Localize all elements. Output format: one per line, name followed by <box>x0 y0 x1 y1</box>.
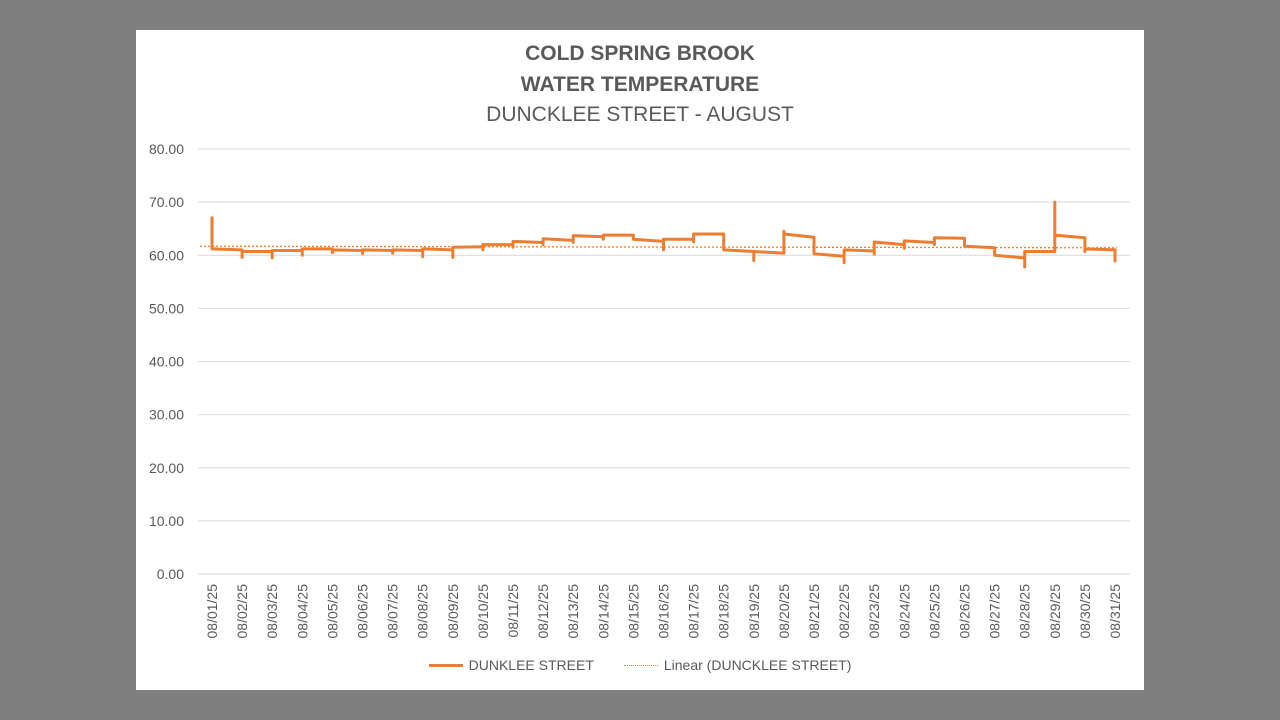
x-tick-label: 08/03/25 <box>264 584 280 639</box>
legend-item-trendline[interactable]: Linear (DUNCKLEE STREET) <box>623 657 852 673</box>
x-tick-label: 08/06/25 <box>355 584 371 639</box>
x-tick-label: 08/02/25 <box>234 584 250 639</box>
y-tick-label: 80.00 <box>149 141 184 157</box>
x-tick-label: 08/05/25 <box>324 584 340 639</box>
y-tick-label: 40.00 <box>149 354 184 370</box>
y-tick-label: 60.00 <box>149 247 184 263</box>
x-tick-label: 08/29/25 <box>1047 584 1063 639</box>
x-tick-label: 08/01/25 <box>204 584 220 639</box>
x-tick-label: 08/23/25 <box>866 584 882 639</box>
x-tick-label: 08/31/25 <box>1107 584 1123 639</box>
x-tick-label: 08/20/25 <box>776 584 792 639</box>
y-tick-label: 70.00 <box>149 194 184 210</box>
legend-label-trendline: Linear (DUNCKLEE STREET) <box>663 657 852 673</box>
plot-area: 0.00 10.00 20.00 30.00 40.00 50.00 60.00 70.00 8… <box>149 141 1130 639</box>
y-tick-label: 20.00 <box>149 460 184 476</box>
x-tick-label: 08/07/25 <box>385 584 401 639</box>
y-tick-label: 50.00 <box>149 300 184 316</box>
y-tick-label: 30.00 <box>149 407 184 423</box>
x-tick-label: 08/16/25 <box>656 584 672 639</box>
legend-swatch-series <box>428 663 463 667</box>
legend-item-series[interactable]: DUNKLEE STREET <box>428 657 594 673</box>
x-tick-label: 08/21/25 <box>806 584 822 639</box>
x-tick-label: 08/25/25 <box>926 584 942 639</box>
legend-swatch-trendline <box>623 664 658 666</box>
x-tick-label: 08/26/25 <box>957 584 973 639</box>
x-tick-label: 08/15/25 <box>625 584 641 639</box>
x-tick-label: 08/18/25 <box>716 584 732 639</box>
x-tick-label: 08/08/25 <box>415 584 431 639</box>
x-tick-label: 08/14/25 <box>595 584 611 639</box>
x-tick-label: 08/13/25 <box>565 584 581 639</box>
chart-subtitle: DUNCKLEE STREET - AUGUST <box>486 103 794 126</box>
x-tick-label: 08/04/25 <box>294 584 310 639</box>
x-tick-label: 08/24/25 <box>896 584 912 639</box>
x-tick-label: 08/11/25 <box>505 584 521 638</box>
y-tick-label: 0.00 <box>157 566 184 582</box>
x-tick-label: 08/27/25 <box>987 584 1003 639</box>
y-tick-label: 10.00 <box>149 513 184 529</box>
legend-label-series: DUNKLEE STREET <box>468 657 594 673</box>
x-tick-label: 08/19/25 <box>746 584 762 639</box>
chart-title-line-1: COLD SPRING BROOK <box>525 42 755 65</box>
x-tick-label: 08/17/25 <box>686 584 702 639</box>
x-tick-label: 08/30/25 <box>1077 584 1093 639</box>
x-tick-label: 08/28/25 <box>1017 584 1033 639</box>
x-tick-label: 08/10/25 <box>475 584 491 639</box>
x-tick-label: 08/12/25 <box>535 584 551 639</box>
series-line <box>210 200 1117 269</box>
chart-area: COLD SPRING BROOK WATER TEMPERATURE DUNC… <box>136 30 1144 690</box>
legend: DUNKLEE STREET Linear (DUNCKLEE STREET) <box>136 657 1144 673</box>
chart-title-line-2: WATER TEMPERATURE <box>520 73 760 96</box>
x-tick-label: 08/09/25 <box>445 584 461 639</box>
x-tick-label: 08/22/25 <box>836 584 852 639</box>
